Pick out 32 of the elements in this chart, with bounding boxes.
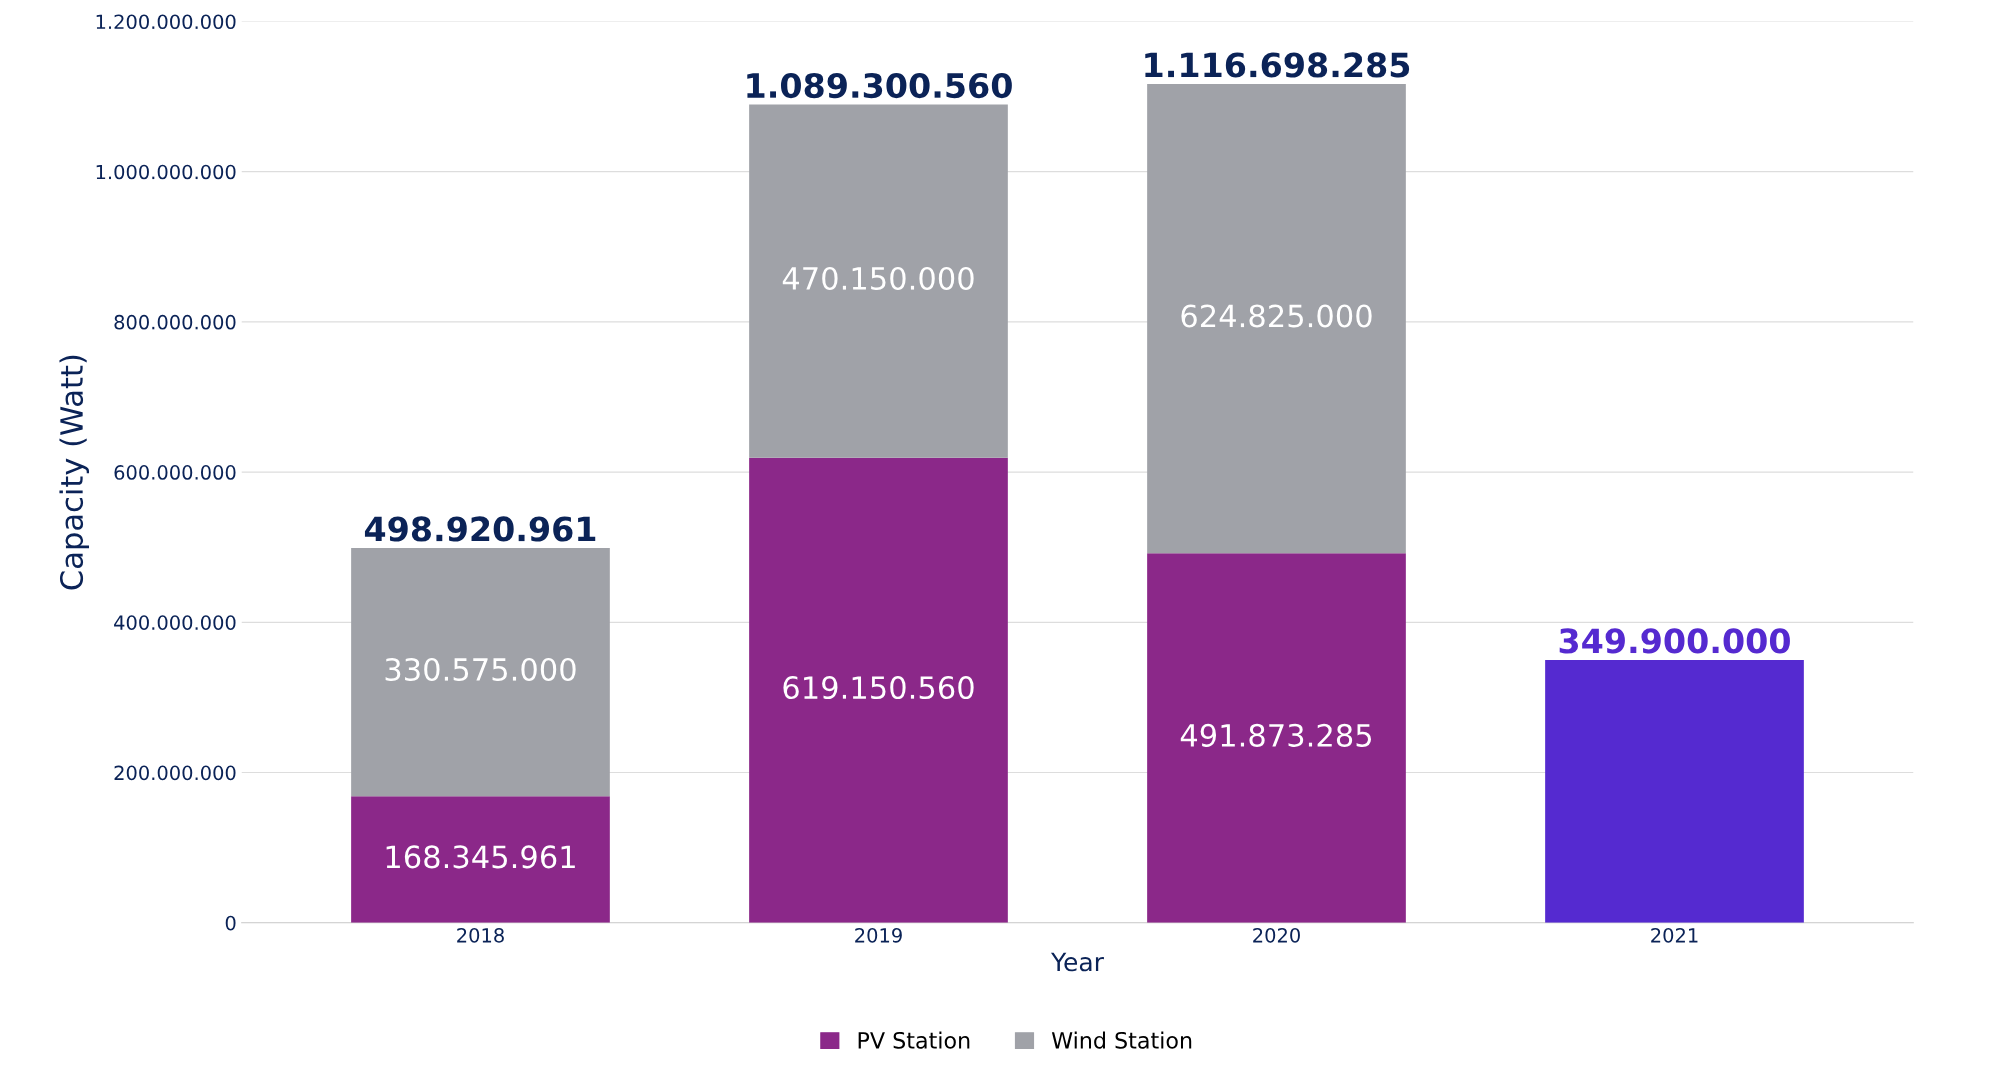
bar [1545,659,1804,923]
y-tick-label: 200.000.000 [114,765,236,781]
bar [749,457,1008,923]
x-tick-label: 2018 [457,927,504,943]
data-label: 168.345.961 [386,845,575,869]
x-tick-label: 2021 [1651,927,1698,943]
total-label: 1.116.698.285 [1145,52,1410,78]
bar [351,796,610,923]
data-label: 470.150.000 [782,266,974,291]
x-axis-title: Year [1050,952,1104,972]
bar [1147,84,1406,554]
y-tick-label: 600.000.000 [114,465,236,480]
bar [351,548,610,797]
legend-label: PV Station [858,1031,970,1049]
y-tick-label: 400.000.000 [114,615,236,630]
legend-label: Wind Station [1051,1031,1192,1049]
y-tick-label: 800.000.000 [114,314,236,330]
data-label: 619.150.560 [783,676,974,700]
bar [1147,553,1406,923]
bar [749,104,1008,458]
x-tick-label: 2019 [855,927,902,943]
data-label: 624.825.000 [1181,304,1372,328]
data-label: 349.900.000 [1559,628,1790,654]
total-label: 498.920.961 [364,516,596,542]
y-tick-label: 0 [225,915,236,931]
y-tick-label: 1.000.000.000 [96,164,236,180]
data-label: 330.575.000 [385,657,576,682]
y-tick-label: 1.200.000.000 [96,14,236,30]
y-axis-title: Capacity (Watt) [59,355,90,590]
data-label: 491.873.285 [1180,723,1372,747]
x-tick-label: 2020 [1253,927,1300,943]
total-label: 1.089.300.560 [747,72,1012,99]
